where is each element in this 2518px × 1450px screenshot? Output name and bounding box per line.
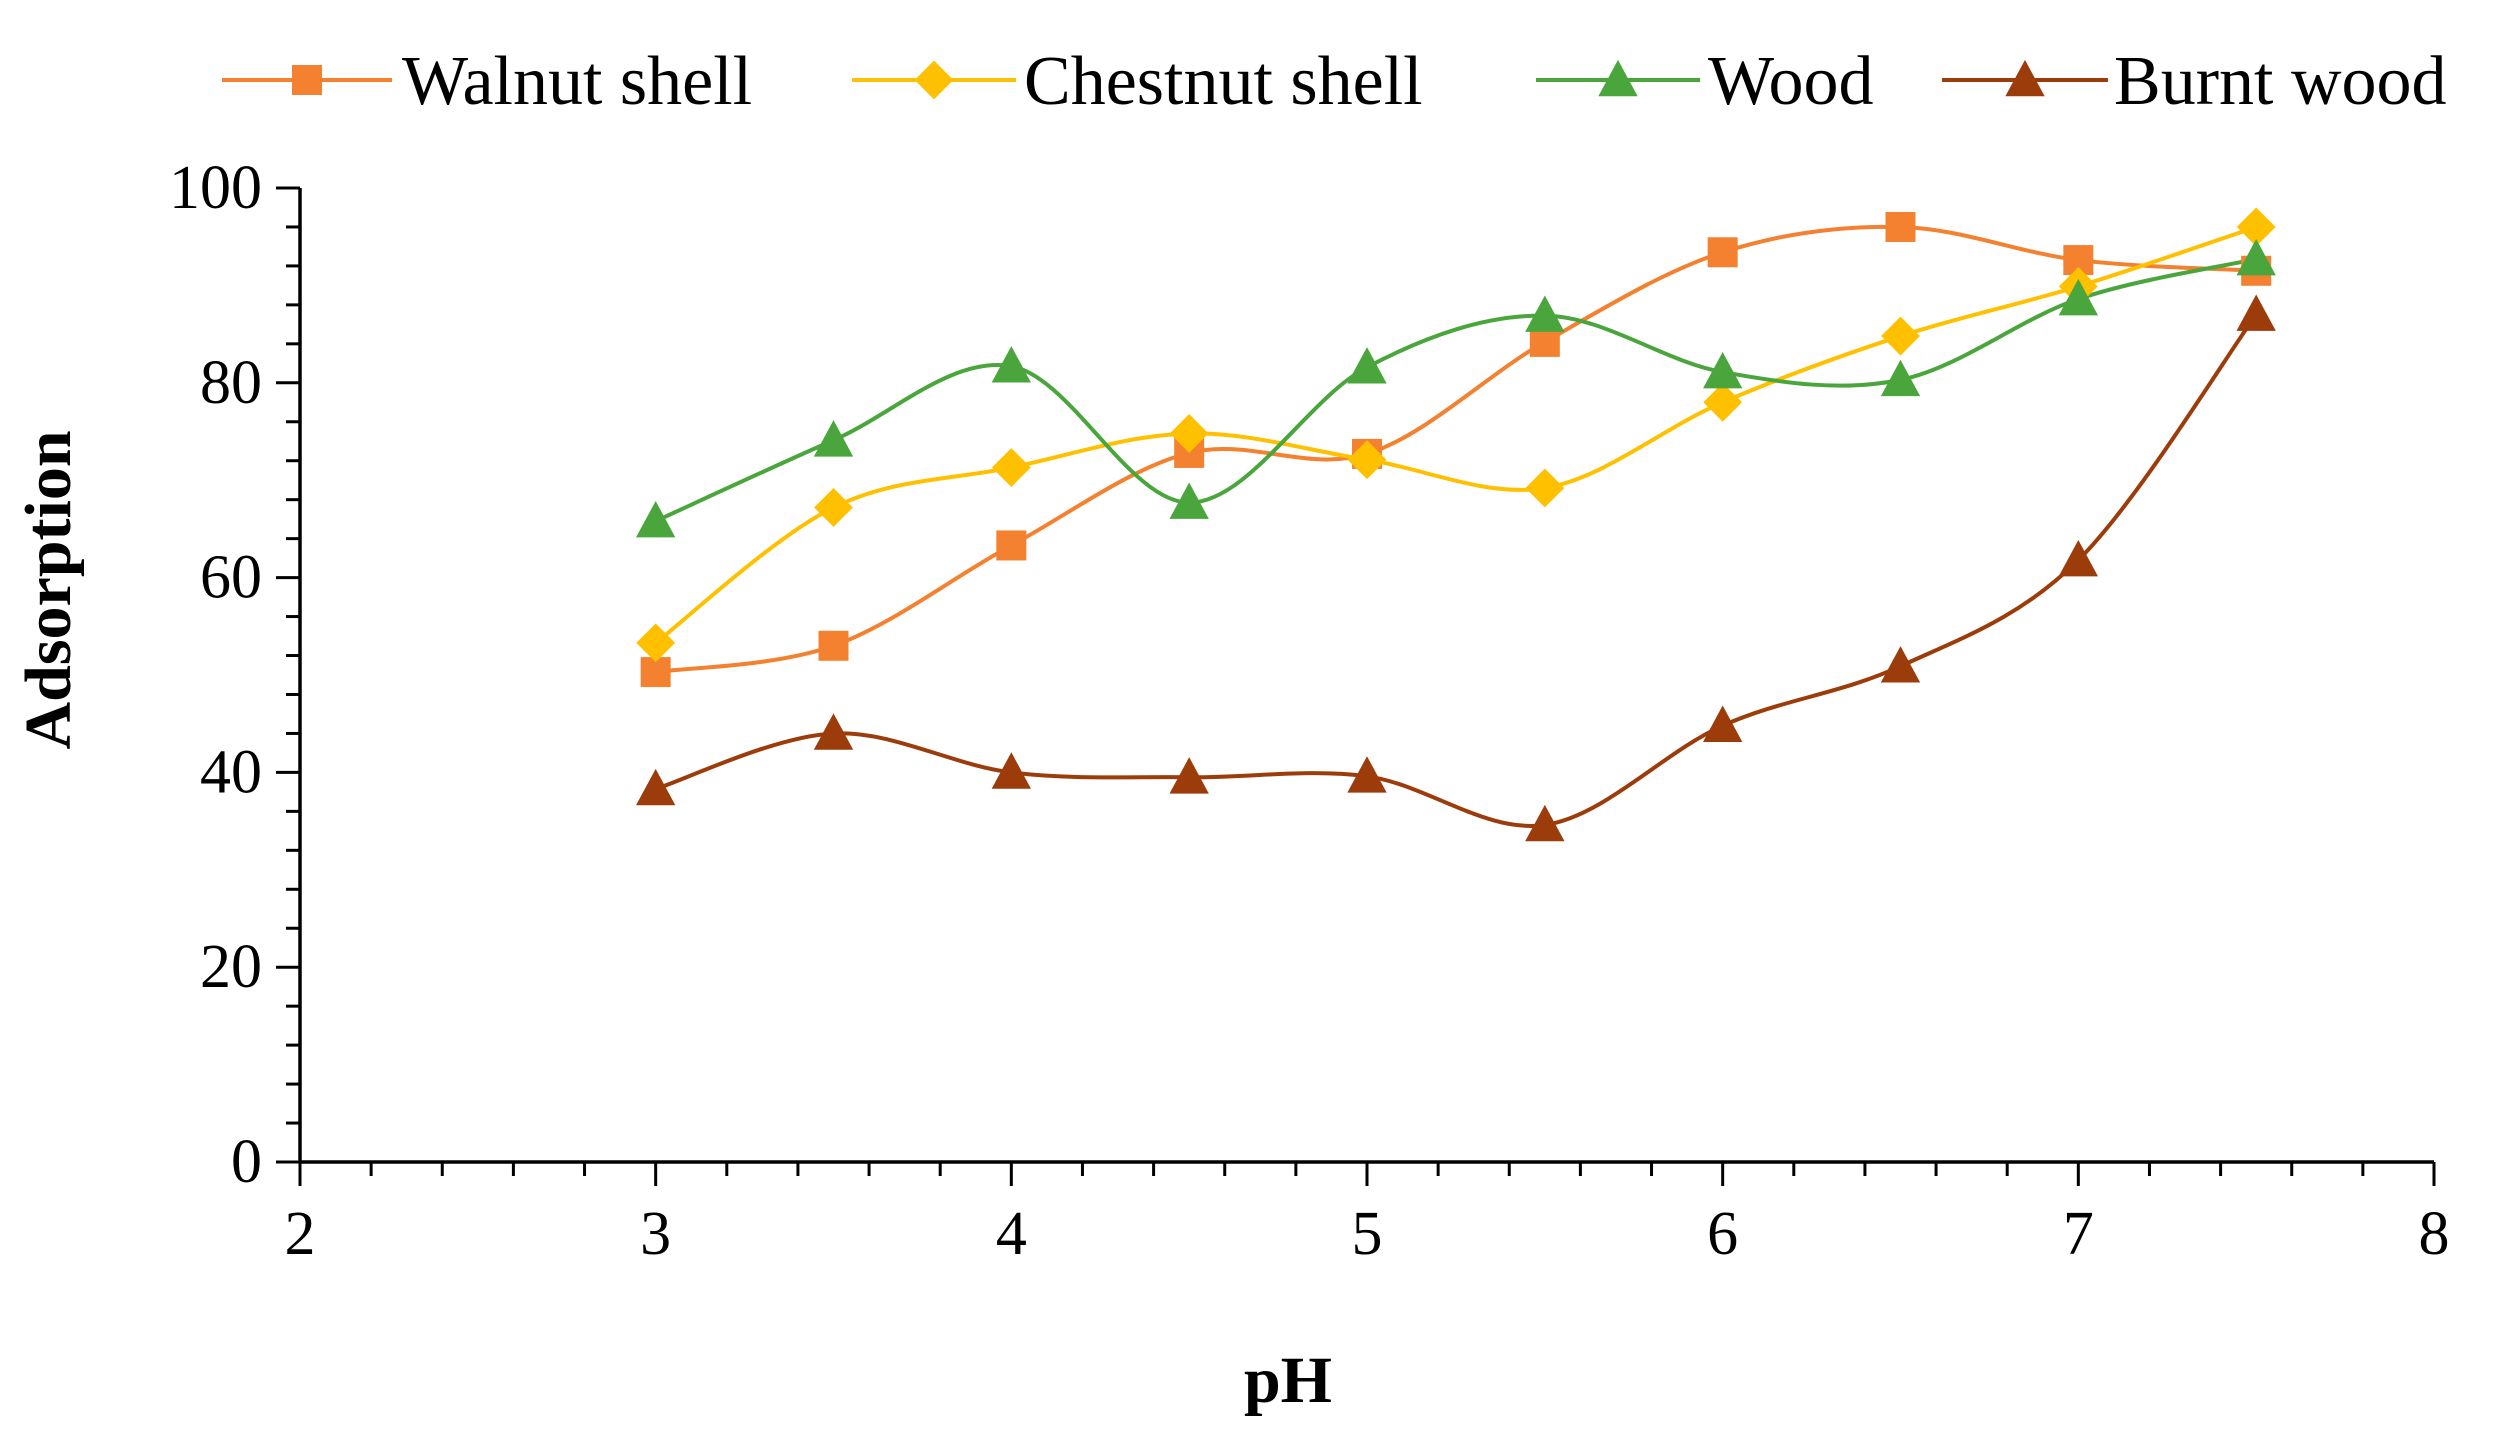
y-axis-title: Adsorption bbox=[12, 430, 85, 749]
data-point-burnt-wood bbox=[1702, 705, 1743, 742]
x-tick-label: 2 bbox=[285, 1200, 316, 1268]
legend-label-chestnut-shell: Chestnut shell bbox=[1024, 43, 1423, 120]
data-point-wood bbox=[2236, 238, 2276, 276]
data-point-walnut-shell bbox=[818, 630, 849, 661]
data-point-wood bbox=[991, 346, 1032, 383]
plot-lines bbox=[654, 224, 2258, 828]
data-point-walnut-shell bbox=[996, 530, 1027, 561]
y-tick-label: 60 bbox=[200, 544, 262, 612]
x-tick-label: 3 bbox=[640, 1200, 671, 1268]
legend-marker-chestnut-shell bbox=[914, 60, 954, 100]
legend-marker-wood bbox=[1598, 59, 1638, 97]
data-point-wood bbox=[1880, 359, 1921, 397]
series-line-wood bbox=[654, 257, 2257, 523]
y-tick-label: 0 bbox=[231, 1128, 262, 1196]
data-point-chestnut-shell bbox=[1347, 440, 1387, 480]
x-tick-label: 8 bbox=[2419, 1200, 2450, 1268]
data-point-walnut-shell bbox=[640, 657, 671, 688]
data-point-chestnut-shell bbox=[1703, 382, 1743, 422]
data-point-wood bbox=[635, 501, 676, 538]
data-point-burnt-wood bbox=[2058, 539, 2099, 577]
x-tick-label: 7 bbox=[2063, 1200, 2094, 1268]
legend-marker-walnut-shell bbox=[292, 65, 322, 95]
data-point-chestnut-shell bbox=[1881, 316, 1920, 356]
y-tick-label: 40 bbox=[200, 738, 262, 806]
series-line-walnut-shell bbox=[655, 224, 2257, 675]
plot-markers bbox=[635, 207, 2276, 842]
data-point-walnut-shell bbox=[1529, 326, 1560, 357]
data-point-chestnut-shell bbox=[814, 488, 853, 527]
x-axis-title: pH bbox=[1244, 1344, 1332, 1417]
legend: Walnut shell Chestnut shell Wood Burnt wood bbox=[222, 43, 2447, 120]
data-point-burnt-wood bbox=[635, 768, 676, 806]
data-point-burnt-wood bbox=[1347, 756, 1387, 793]
data-point-walnut-shell bbox=[1707, 237, 1738, 268]
series-line-burnt-wood bbox=[655, 313, 2258, 828]
data-point-burnt-wood bbox=[991, 752, 1032, 789]
x-tick-label: 5 bbox=[1352, 1200, 1383, 1268]
data-point-chestnut-shell bbox=[991, 448, 1031, 487]
data-point-burnt-wood bbox=[1169, 757, 1209, 794]
x-tick-label: 4 bbox=[996, 1200, 1027, 1268]
data-point-burnt-wood bbox=[1880, 646, 1921, 683]
data-point-burnt-wood bbox=[2236, 294, 2276, 331]
data-point-wood bbox=[1525, 295, 1565, 332]
data-point-wood bbox=[1347, 347, 1387, 384]
data-point-burnt-wood bbox=[813, 713, 854, 750]
data-point-wood bbox=[813, 420, 854, 457]
legend-label-wood: Wood bbox=[1708, 43, 1873, 120]
y-tick-label: 100 bbox=[169, 154, 262, 222]
data-point-chestnut-shell bbox=[1169, 414, 1209, 453]
series-line-chestnut-shell bbox=[654, 225, 2257, 645]
y-tick-label: 20 bbox=[200, 933, 262, 1001]
legend-marker-burnt-wood bbox=[2005, 59, 2045, 97]
data-point-chestnut-shell bbox=[1525, 468, 1565, 508]
x-tick-label: 6 bbox=[1707, 1200, 1738, 1268]
data-point-chestnut-shell bbox=[636, 623, 676, 663]
legend-label-walnut-shell: Walnut shell bbox=[402, 43, 752, 120]
data-point-wood bbox=[1169, 482, 1209, 519]
data-point-burnt-wood bbox=[1525, 804, 1565, 842]
axes: 0 20 40 60 80 100 2 3 4 5 6 7 8 bbox=[169, 154, 2450, 1268]
legend-label-burnt-wood: Burnt wood bbox=[2114, 43, 2447, 120]
data-point-wood bbox=[2058, 278, 2099, 316]
data-point-walnut-shell bbox=[1885, 211, 1916, 242]
y-tick-label: 80 bbox=[200, 349, 262, 417]
data-point-wood bbox=[1702, 351, 1743, 389]
